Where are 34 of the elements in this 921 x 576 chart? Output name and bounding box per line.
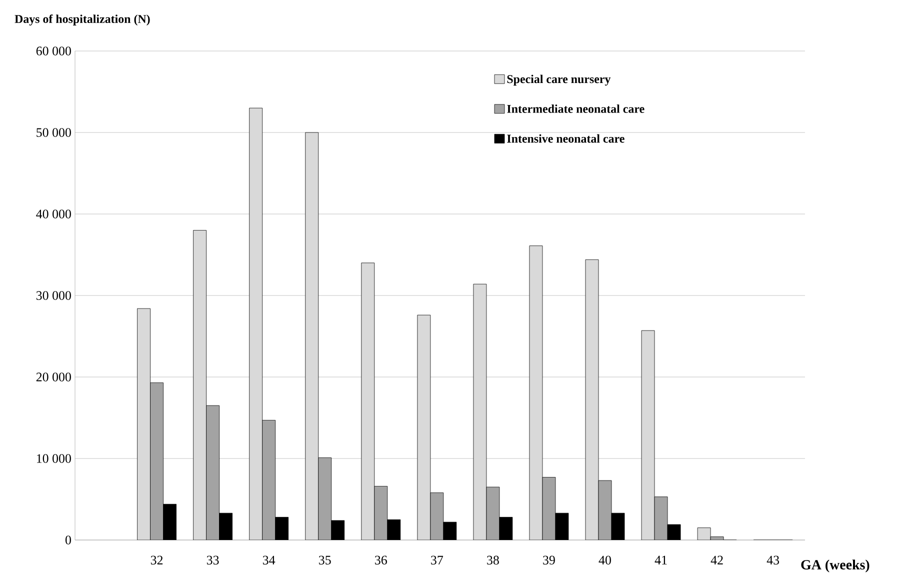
x-axis-title: GA (weeks) <box>801 560 870 572</box>
bar <box>137 308 150 540</box>
y-tick-label: 50 000 <box>36 128 71 137</box>
x-tick-label: 34 <box>262 556 276 564</box>
x-tick-label: 39 <box>543 556 555 564</box>
x-tick-label: 42 <box>710 556 723 564</box>
legend-label: Intermediate neonatal care <box>507 104 644 113</box>
bar <box>641 330 655 540</box>
bar <box>529 246 543 540</box>
x-tick-label: 40 <box>598 556 611 565</box>
x-tick-label: 33 <box>206 556 219 564</box>
legend-label: Special care nursery <box>507 74 611 86</box>
y-tick-label: 60 000 <box>36 46 71 56</box>
bar <box>361 262 375 540</box>
x-tick-label: 41 <box>654 556 667 564</box>
legend-label: Intensive neonatal care <box>507 134 624 143</box>
y-tick-label: 40 000 <box>36 210 71 218</box>
y-tick-label: 0 <box>66 536 71 544</box>
bar <box>585 259 599 540</box>
x-tick-label: 36 <box>375 556 387 564</box>
y-axis-title: Days of hospitalization (N) <box>14 14 150 26</box>
bar <box>305 132 319 540</box>
y-tick-label: 10 000 <box>37 454 71 463</box>
bar <box>417 314 431 540</box>
bar <box>249 108 263 540</box>
x-tick-label: 32 <box>150 556 163 564</box>
bar <box>473 284 487 540</box>
x-tick-label: 35 <box>319 556 331 564</box>
x-tick-label: 38 <box>487 556 499 565</box>
y-tick-label: 20 000 <box>36 372 71 382</box>
x-tick-label: 43 <box>766 556 780 564</box>
x-tick-label: 37 <box>431 556 444 564</box>
y-tick-label: 30 000 <box>36 291 71 300</box>
bar <box>193 230 207 540</box>
